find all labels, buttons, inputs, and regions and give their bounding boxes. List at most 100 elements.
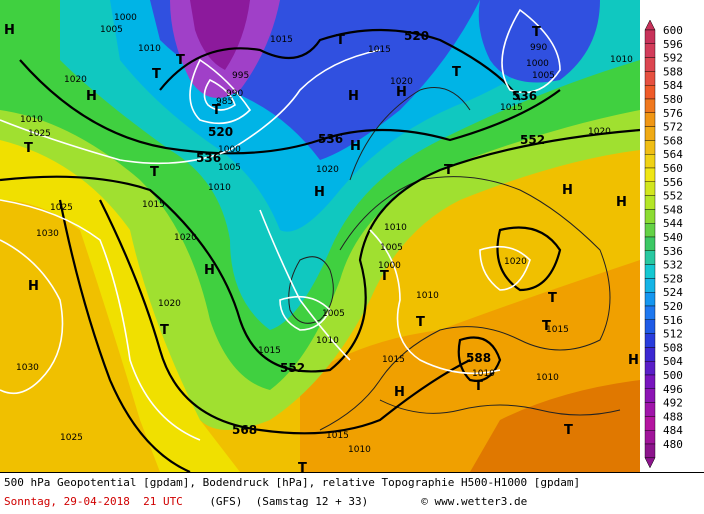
legend-swatch [644,153,656,169]
geopotential-labels: 520 520 536 536 536 552 552 588 568 [196,29,545,437]
label-1020-f: 1020 [158,299,181,309]
legend-value: 596 [663,38,683,51]
label-1025-b: 1025 [60,433,83,443]
contour-552 [0,128,640,373]
legend-value: 552 [663,190,683,203]
high-marker: H [562,183,573,198]
legend-value: 580 [663,93,683,106]
label-1020: 1020 [64,75,87,85]
label-1010-w: 1010 [20,115,43,125]
legend-swatch [644,29,656,45]
blue-ne-region [478,0,600,83]
high-marker: H [86,89,97,104]
legend-value: 600 [663,24,683,37]
label-1015-i: 1015 [382,355,405,365]
low-marker: T [336,33,345,48]
contour-588 [457,336,502,382]
label-1030: 1030 [36,229,59,239]
isobar-1015 [259,209,351,361]
low-marker: T [24,141,33,156]
isobar-1025 [0,199,201,441]
legend-arrow-bottom [644,457,656,469]
legend-swatch [644,84,656,100]
low-marker: T [212,103,221,118]
legend-swatch [644,278,656,293]
weather-map: 1000 1005 1010 1015 1015 1020 1020 1010 … [0,0,640,472]
isobar-1005-uk [279,295,331,331]
label-1020-b: 1020 [390,77,413,87]
legend-value: 500 [663,369,683,382]
low-marker: T [380,269,389,284]
contour-536 [19,59,561,155]
label-1010: 1010 [138,44,161,54]
footer-copyright: © www.wetter3.de [421,495,528,508]
legend-value: 524 [663,286,683,299]
label-1010-f: 1010 [416,291,439,301]
legend-swatch [644,264,656,279]
legend-swatch [644,181,656,196]
legend-swatch [644,388,656,403]
legend-swatch [644,126,656,141]
legend-swatch [644,250,656,265]
legend-swatch [644,333,656,348]
map-svg: 1000 1005 1010 1015 1015 1020 1020 1010 … [0,0,640,472]
label-1000: 1000 [114,13,137,23]
legend-value: 496 [663,383,683,396]
low-marker: T [452,65,461,80]
legend-swatch [644,374,656,390]
geo-label-552: 552 [280,361,305,375]
label-1015-j: 1015 [326,431,349,441]
legend-swatch [644,416,656,431]
geo-label-588: 588 [466,351,491,365]
legend-swatch [644,57,656,72]
label-1005: 1005 [100,25,123,35]
low-marker: T [160,323,169,338]
geo-label-520: 520 [208,125,233,139]
geo-label-552-ne: 552 [520,133,545,147]
label-1000-e: 1000 [378,261,401,271]
footer: 500 hPa Geopotential [gpdam], Bodendruck… [0,472,704,514]
footer-model: (GFS) (Samstag 12 + 33) [209,495,369,508]
legend-swatch [644,112,656,127]
low-marker: T [532,25,541,40]
label-1005-e: 1005 [380,243,403,253]
label-1030-s: 1030 [16,363,39,373]
geopotential-contours [0,28,640,472]
label-1015: 1015 [270,35,293,45]
low-marker: T [564,423,573,438]
legend-value: 536 [663,245,683,258]
coastline-mediterranean [379,399,621,416]
low-marker: T [152,67,161,82]
label-985: 985 [216,97,233,107]
legend-swatch [644,402,656,417]
high-marker: H [350,139,361,154]
geo-label-520-n: 520 [404,29,429,43]
coastline-british-isles [288,256,334,324]
label-1020-d: 1020 [316,165,339,175]
high-marker: H [314,185,325,200]
geo-label-536: 536 [318,132,343,146]
isobar-1000-ne [501,8,561,94]
legend-value: 516 [663,314,683,327]
label-1015-g: 1015 [546,325,569,335]
label-990: 990 [226,89,243,99]
label-1010-ne: 1010 [610,55,633,65]
high-marker: H [628,353,639,368]
label-1015-c: 1015 [142,200,165,210]
legend-value: 504 [663,355,683,368]
footer-date: Sonntag, 29-04-2018 21 UTC [4,495,183,508]
isobar-1010 [0,49,381,165]
low-marker: T [416,315,425,330]
coastline-scandinavia [349,87,471,181]
contour-568-west [58,199,191,472]
label-1005-c: 1005 [218,163,241,173]
legend-value: 556 [663,176,683,189]
legend-value: 592 [663,52,683,65]
contour-568 [99,199,471,435]
geo-label-536-ne: 536 [512,89,537,103]
high-marker: H [394,385,405,400]
isobars [0,8,561,441]
legend-swatch [644,98,656,114]
geo-label-536-w: 536 [196,151,221,165]
pressure-labels: 1000 1005 1010 1015 1015 1020 1020 1010 … [16,13,633,455]
